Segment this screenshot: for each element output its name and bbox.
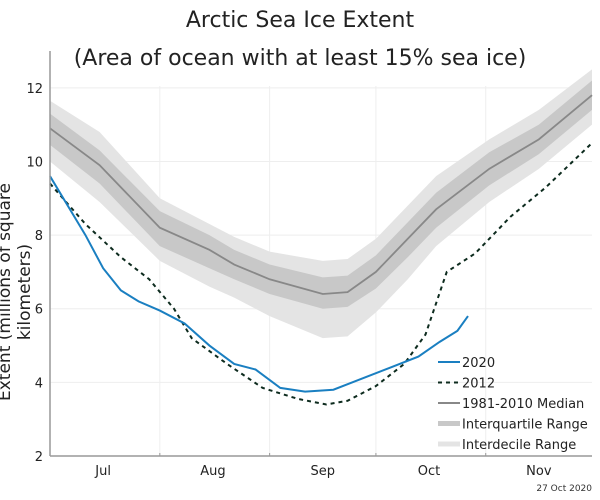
y-tick-label: 8 — [35, 229, 43, 244]
y-tick-label: 6 — [35, 303, 43, 318]
series-2012-line — [49, 142, 593, 406]
y-tick-label: 10 — [26, 155, 43, 170]
y-tick-label: 2 — [35, 450, 43, 465]
chart-title: Arctic Sea Ice Extent — [185, 8, 415, 33]
legend-label: 1981-2010 Median — [462, 397, 584, 412]
legend-label: Interquartile Range — [462, 418, 588, 433]
x-tick-label: Aug — [200, 464, 225, 479]
x-tick-label: Sep — [311, 464, 336, 479]
median-line — [49, 94, 593, 295]
series-2020-line — [49, 175, 469, 393]
x-tick-label: Oct — [418, 464, 440, 479]
y-tick-label: 4 — [35, 376, 43, 391]
date-stamp: 27 Oct 2020 — [536, 484, 592, 494]
x-tick-label: Nov — [526, 464, 552, 479]
legend-label: 2012 — [462, 377, 495, 392]
x-tick-label: Jul — [94, 464, 111, 479]
interdecile-band — [50, 69, 592, 339]
legend-label: 2020 — [462, 356, 495, 371]
interquartile-band — [50, 80, 592, 309]
chart-subtitle: (Area of ocean with at least 15% sea ice… — [73, 46, 527, 71]
y-tick-label: 12 — [26, 82, 43, 97]
legend-label: Interdecile Range — [462, 438, 576, 453]
